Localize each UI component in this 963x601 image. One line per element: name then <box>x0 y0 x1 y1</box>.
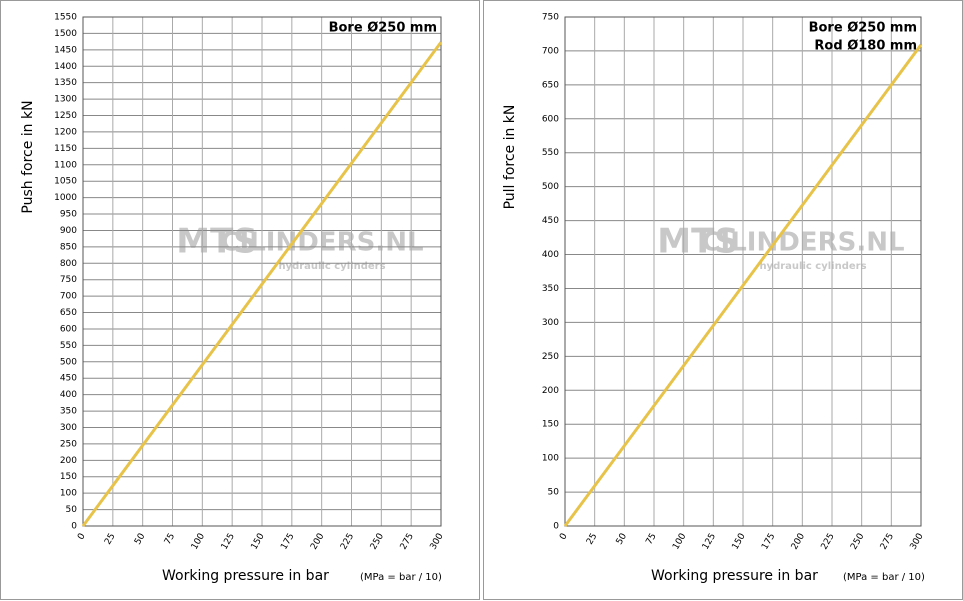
y-tick-label: 750 <box>542 13 559 23</box>
y-tick-label: 1300 <box>54 95 77 105</box>
x-tick-label: 250 <box>369 532 386 552</box>
x-tick-label: 225 <box>820 532 837 552</box>
y-tick-label: 1050 <box>54 177 77 187</box>
y-tick-label: 950 <box>60 210 77 220</box>
x-tick-label: 75 <box>163 532 177 547</box>
y-tick-label: 0 <box>71 522 77 532</box>
y-tick-label: 0 <box>553 522 559 532</box>
y-tick-label: 1200 <box>54 127 77 137</box>
x-tick-label: 25 <box>103 532 117 547</box>
y-tick-label: 350 <box>542 284 559 294</box>
watermark: CILINDERS.NL <box>701 228 904 258</box>
data-line <box>563 43 923 527</box>
x-tick-label: 125 <box>220 532 237 552</box>
x-tick-label: 275 <box>879 532 896 552</box>
y-tick-label: 600 <box>60 324 77 334</box>
y-tick-label: 1150 <box>54 144 77 154</box>
y-tick-label: 200 <box>60 456 77 466</box>
x-tick-label: 300 <box>429 532 446 552</box>
y-tick-label: 700 <box>60 292 77 302</box>
x-tick-label: 200 <box>309 532 326 552</box>
x-tick-label: 50 <box>615 532 630 547</box>
panel-border <box>0 0 480 600</box>
x-tick-label: 25 <box>585 532 599 547</box>
y-tick-label: 600 <box>542 114 559 124</box>
y-tick-label: 400 <box>542 250 559 260</box>
data-line <box>81 41 443 527</box>
x-tick-label: 275 <box>399 532 416 552</box>
y-tick-label: 850 <box>60 242 77 252</box>
y-tick-label: 300 <box>60 423 77 433</box>
y-axis-label: Push force in kN <box>20 100 36 213</box>
y-tick-label: 100 <box>60 489 77 499</box>
x-tick-label: 100 <box>190 532 207 552</box>
x-axis-note: (MPa = bar / 10) <box>360 572 442 583</box>
x-tick-label: 150 <box>250 532 267 552</box>
y-tick-label: 1100 <box>54 160 77 170</box>
y-tick-label: 250 <box>542 352 559 362</box>
x-axis-label: Working pressure in bar <box>651 568 818 584</box>
y-tick-label: 200 <box>542 386 559 396</box>
x-tick-label: 0 <box>558 532 570 542</box>
y-tick-label: 50 <box>548 488 560 498</box>
y-tick-label: 250 <box>60 439 77 449</box>
x-axis-label: Working pressure in bar <box>162 568 329 584</box>
x-tick-label: 75 <box>644 532 658 547</box>
y-tick-label: 1550 <box>54 13 77 23</box>
x-tick-label: 125 <box>701 532 718 552</box>
watermark: hydraulic cylinders <box>759 261 866 272</box>
x-tick-label: 175 <box>760 532 777 552</box>
y-tick-label: 500 <box>60 357 77 367</box>
y-tick-label: 450 <box>542 216 559 226</box>
annotation: Rod Ø180 mm <box>814 39 917 54</box>
y-tick-label: 1000 <box>54 193 77 203</box>
watermark: MTS <box>176 222 258 262</box>
y-tick-label: 900 <box>60 226 77 236</box>
x-tick-label: 150 <box>731 532 748 552</box>
y-tick-label: 1250 <box>54 111 77 121</box>
x-tick-label: 100 <box>671 532 688 552</box>
y-tick-label: 50 <box>66 505 78 515</box>
y-tick-label: 300 <box>542 318 559 328</box>
x-tick-label: 250 <box>849 532 866 552</box>
plot-frame <box>564 16 922 527</box>
y-tick-label: 1350 <box>54 78 77 88</box>
x-tick-label: 50 <box>133 532 148 547</box>
y-tick-label: 1400 <box>54 62 77 72</box>
y-tick-label: 450 <box>60 374 77 384</box>
y-tick-label: 800 <box>60 259 77 269</box>
y-tick-label: 650 <box>60 308 77 318</box>
watermark: hydraulic cylinders <box>278 261 385 272</box>
x-tick-label: 175 <box>279 532 296 552</box>
y-tick-label: 1500 <box>54 29 77 39</box>
y-tick-label: 400 <box>60 390 77 400</box>
y-tick-label: 500 <box>542 182 559 192</box>
annotation: Bore Ø250 mm <box>809 21 917 36</box>
y-tick-label: 700 <box>542 46 559 56</box>
y-tick-label: 100 <box>542 454 559 464</box>
plot-frame <box>82 16 442 527</box>
y-tick-label: 750 <box>60 275 77 285</box>
y-tick-label: 350 <box>60 407 77 417</box>
y-tick-label: 550 <box>60 341 77 351</box>
y-tick-label: 650 <box>542 80 559 90</box>
y-tick-label: 1450 <box>54 45 77 55</box>
x-tick-label: 300 <box>909 532 926 552</box>
x-tick-label: 225 <box>339 532 356 552</box>
y-axis-label: Pull force in kN <box>502 105 518 210</box>
x-tick-label: 200 <box>790 532 807 552</box>
annotation: Bore Ø250 mm <box>329 21 437 36</box>
y-tick-label: 150 <box>542 420 559 430</box>
y-tick-label: 550 <box>542 148 559 158</box>
y-tick-label: 150 <box>60 472 77 482</box>
x-axis-note: (MPa = bar / 10) <box>843 572 925 583</box>
x-tick-label: 0 <box>76 532 88 542</box>
